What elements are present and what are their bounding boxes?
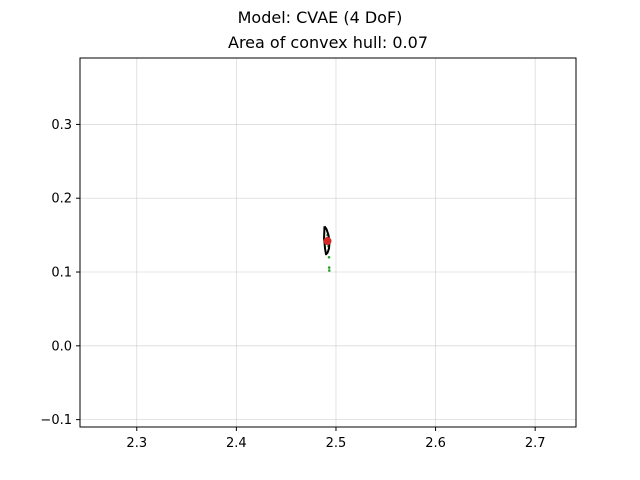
y-tick-label: −0.1 (40, 413, 72, 428)
axes-frame (79, 57, 577, 428)
sample-point (327, 269, 331, 272)
chart-title: Area of convex hull: 0.07 (228, 33, 428, 52)
x-tick-label: 2.3 (126, 436, 147, 451)
y-tick-label: 0.0 (51, 339, 72, 354)
x-tick-label: 2.5 (326, 436, 347, 451)
figure-suptitle: Model: CVAE (4 DoF) (238, 8, 403, 27)
y-tick-label: 0.1 (51, 266, 72, 281)
grid-lines (80, 58, 576, 427)
axis-ticks: 2.3 2.4 2.5 2.6 2.7 −0.1 0.0 0.1 0.2 0.3 (40, 118, 545, 451)
target-point (323, 237, 332, 246)
sample-point (327, 266, 331, 269)
y-tick-label: 0.2 (51, 192, 72, 207)
x-tick-label: 2.7 (525, 436, 546, 451)
y-tick-label: 0.3 (51, 118, 72, 133)
x-tick-label: 2.6 (425, 436, 446, 451)
plot-data (323, 225, 332, 272)
x-tick-label: 2.4 (226, 436, 247, 451)
sample-point (327, 255, 331, 259)
